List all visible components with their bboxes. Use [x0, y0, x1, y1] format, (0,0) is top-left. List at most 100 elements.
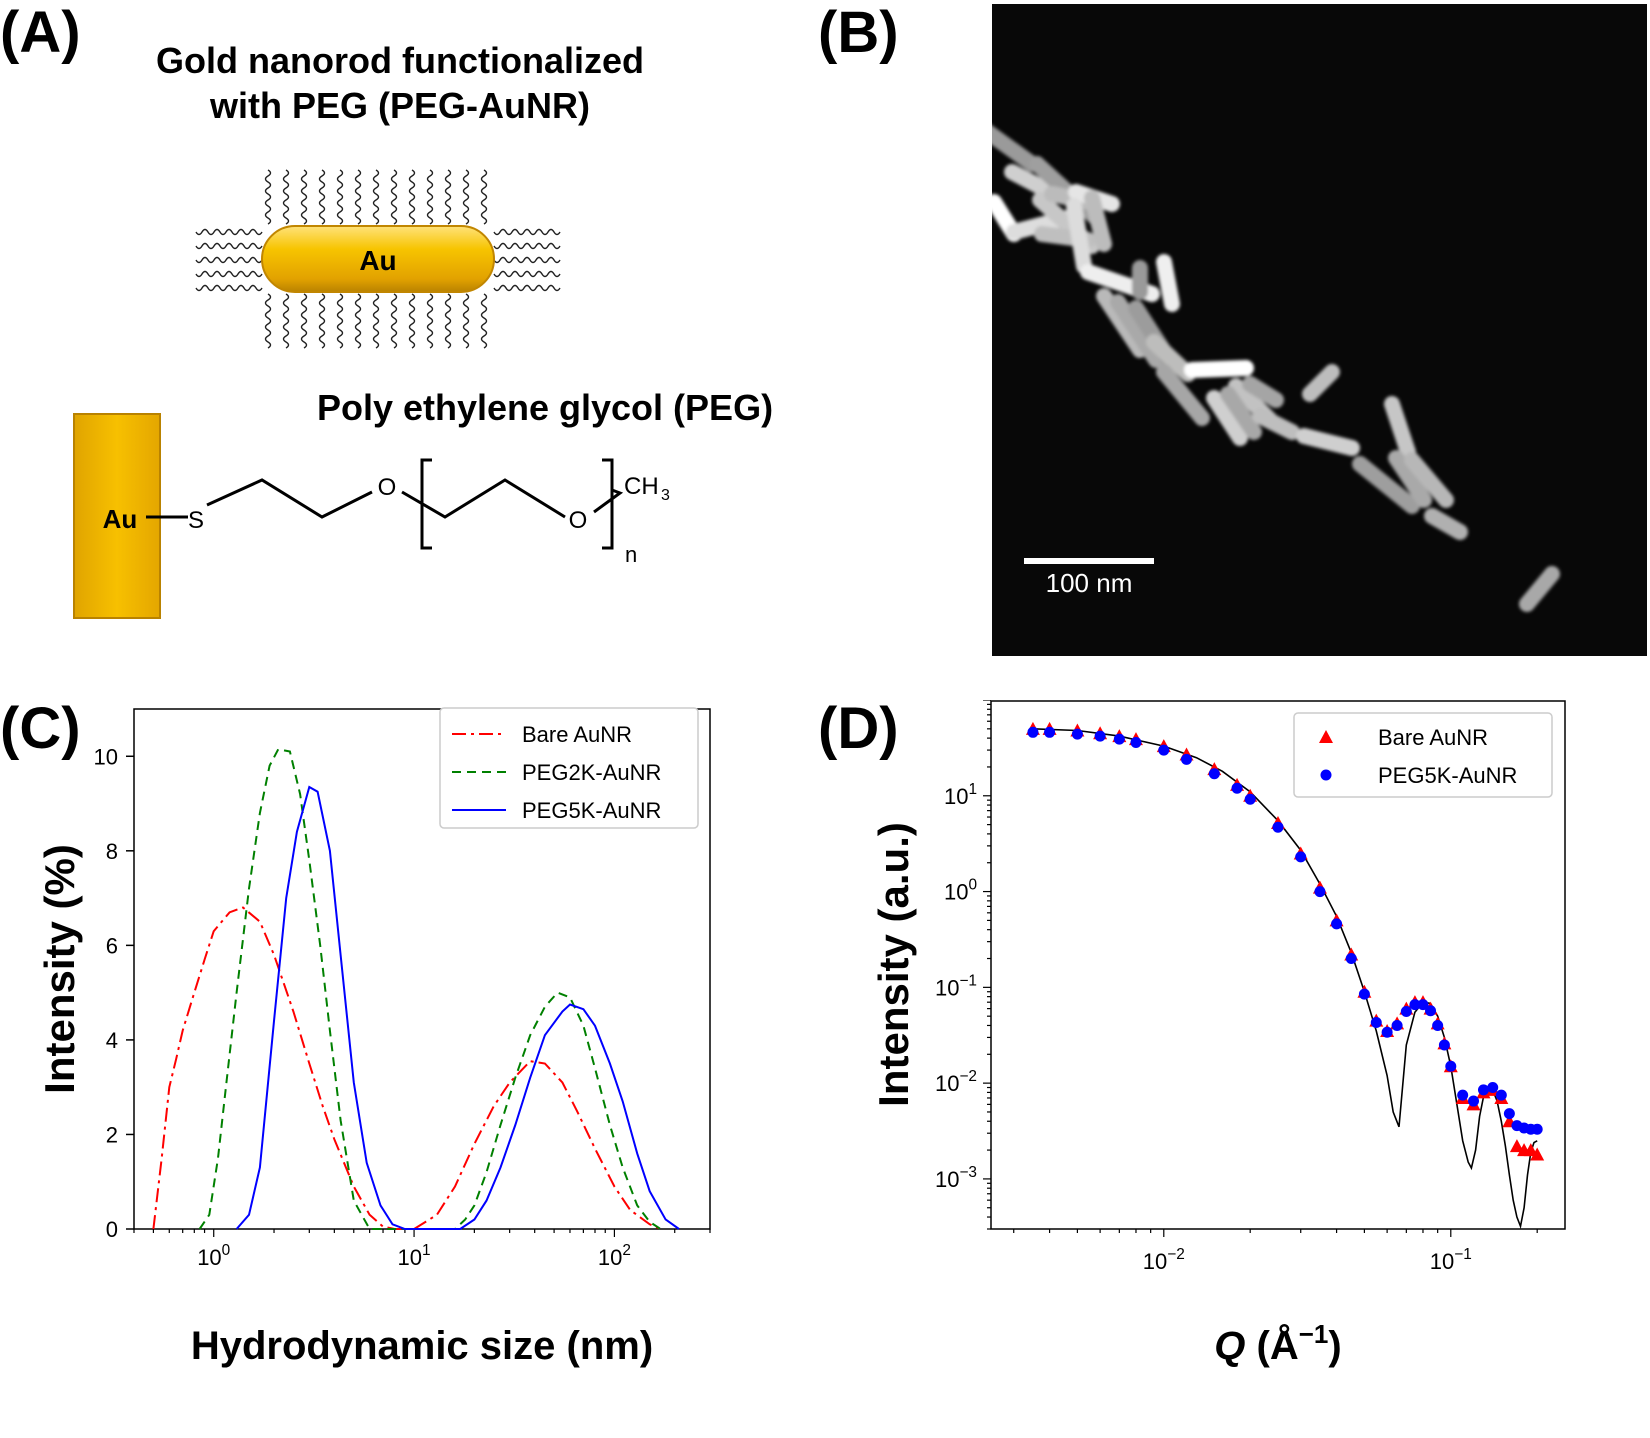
peg-chain-icon [372, 293, 380, 349]
peg-chain-icon [264, 169, 272, 225]
scale-bar-label: 100 nm [1046, 568, 1133, 598]
peg-chain-icon [462, 169, 470, 225]
ch3-subscript: 3 [661, 487, 670, 504]
y-tick-label: 10−1 [935, 972, 977, 1000]
data-point [1027, 726, 1039, 738]
data-point [1445, 1060, 1457, 1072]
x-tick-label: 10−2 [1143, 1246, 1185, 1274]
peg-chain-icon [444, 169, 452, 225]
data-point [1457, 1089, 1469, 1101]
peg-chain-icon [354, 293, 362, 349]
data-point [1295, 851, 1307, 863]
nanorod-particle-icon [1384, 396, 1416, 460]
nanorod-particle-icon [1404, 452, 1454, 508]
data-point [1503, 1108, 1515, 1120]
peg-chain-icon [336, 169, 344, 225]
nanorod-micrograph: 100 nm [992, 125, 1560, 612]
atom-o1: O [378, 474, 397, 501]
legend-swatch [1320, 769, 1332, 781]
data-point [1409, 999, 1421, 1011]
nanorod-particle-icon [1519, 566, 1560, 612]
panel-b-label: (B) [818, 0, 899, 65]
block-au-label: Au [103, 504, 138, 534]
gold-nanorod-icon [261, 225, 495, 293]
nanorod-particle-icon [1352, 456, 1420, 514]
peg-chain-icon [264, 293, 272, 349]
legend-label: Bare AuNR [522, 722, 632, 747]
legend-label: Bare AuNR [1378, 725, 1488, 750]
nanorod-particle-icon [1206, 390, 1248, 446]
nanorod-particle-icon [1084, 190, 1112, 252]
data-point [1231, 782, 1243, 794]
data-point [1530, 1147, 1545, 1161]
n-subscript: n [625, 542, 637, 567]
model-fit-line [1032, 728, 1538, 1230]
peg-chain-icon [426, 169, 434, 225]
panel-a-label: (A) [0, 0, 81, 65]
peg-chain-icon [408, 293, 416, 349]
y-tick-label: 0 [106, 1217, 118, 1242]
data-point [1425, 1005, 1437, 1017]
peg-chain-icon [372, 169, 380, 225]
series-line-peg2k-aunr [198, 748, 662, 1230]
chart-d-ylabel: Intensity (a.u.) [870, 822, 917, 1107]
peg-chain-icon [282, 293, 290, 349]
peg-chain-icon [493, 284, 561, 292]
chart-c-ylabel: Intensity (%) [36, 844, 83, 1094]
legend-label: PEG5K-AuNR [1378, 763, 1517, 788]
peg-chain-icon [390, 293, 398, 349]
atom-s: S [188, 507, 204, 534]
legend-label: PEG2K-AuNR [522, 760, 661, 785]
y-tick-label: 4 [106, 1028, 118, 1053]
y-tick-label: 10−3 [935, 1164, 977, 1192]
nanorod-particle-icon [1156, 364, 1210, 426]
data-point [1495, 1089, 1507, 1101]
nanorod-particle-icon [1242, 376, 1284, 408]
peg-chain-icon [318, 169, 326, 225]
legend-label: PEG5K-AuNR [522, 798, 661, 823]
atom-o2: O [569, 507, 588, 534]
data-point [1071, 728, 1083, 740]
peg-title: Poly ethylene glycol (PEG) [317, 387, 773, 428]
x-tick-label: 10−1 [1430, 1246, 1472, 1274]
panel-a-title-line1: Gold nanorod functionalized [156, 40, 644, 81]
x-tick-label: 101 [398, 1242, 431, 1270]
data-point [1438, 1039, 1450, 1051]
series-line-peg5k-aunr [235, 785, 680, 1230]
data-point [1432, 1019, 1444, 1031]
data-point [1314, 886, 1326, 898]
data-point [1244, 793, 1256, 805]
peg-chain-icon [282, 169, 290, 225]
chart-c-xlabel: Hydrodynamic size (nm) [191, 1324, 653, 1368]
panel-c-label: (C) [0, 696, 81, 761]
chart-d-legend [1293, 712, 1553, 798]
tem-image: 100 nm [992, 4, 1647, 656]
data-point [1181, 753, 1193, 765]
chart-c-legend [439, 707, 699, 829]
peg-chain-icon [493, 270, 561, 278]
data-point [1358, 988, 1370, 1000]
ch3-label: CH [624, 473, 659, 500]
peg-chain-icon [493, 256, 561, 264]
data-point [1531, 1123, 1543, 1135]
chart-c: 0 2 4 6 8 10 100 101 102 Bare AuNR PEG2K-AuNR PEG5K… [36, 707, 711, 1368]
x-tick-label: 102 [598, 1242, 631, 1270]
peg-chain-icon [195, 242, 263, 250]
nanorod-particle-icon [1302, 364, 1340, 402]
peg-chain-icon [195, 256, 263, 264]
data-point [1468, 1095, 1480, 1107]
peg-chain-icon [462, 293, 470, 349]
peg-chain-icon [195, 228, 263, 236]
rod-au-label: Au [359, 245, 396, 276]
nanorod-particle-icon [1110, 294, 1164, 368]
data-point [1272, 821, 1284, 833]
data-point [1509, 1139, 1524, 1153]
nanorod-particle-icon [1296, 428, 1360, 456]
data-point [1391, 1019, 1403, 1031]
peg-chain-icon [300, 293, 308, 349]
nanorod-particle-icon [1156, 254, 1180, 312]
chart-d-frame [990, 700, 1566, 1230]
nanorod-particle-icon [1388, 450, 1432, 508]
panel-a-title: Gold nanorod functionalized with PEG (PE… [110, 38, 690, 128]
data-point [1487, 1082, 1499, 1094]
